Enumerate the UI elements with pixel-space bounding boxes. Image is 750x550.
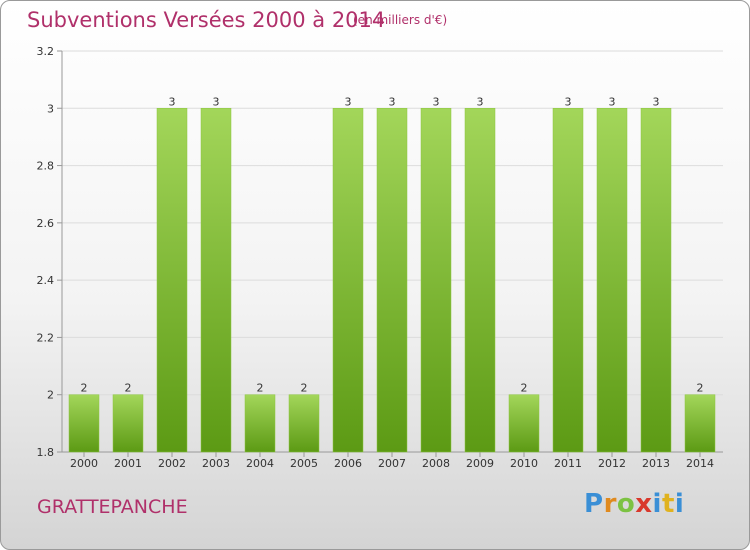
value-label: 3 bbox=[213, 95, 220, 108]
logo-letter: P bbox=[584, 489, 604, 519]
logo-letter: x bbox=[635, 489, 653, 519]
value-label: 2 bbox=[301, 382, 308, 395]
value-label: 3 bbox=[565, 95, 572, 108]
bar bbox=[200, 108, 232, 453]
x-tick-label: 2003 bbox=[202, 457, 230, 470]
value-label: 2 bbox=[521, 382, 528, 395]
x-tick-label: 2008 bbox=[422, 457, 450, 470]
logo-letter: o bbox=[616, 489, 636, 519]
value-label: 2 bbox=[81, 382, 88, 395]
bars bbox=[68, 108, 716, 453]
bar bbox=[596, 108, 628, 453]
chart-subtitle: (en milliers d'€) bbox=[353, 13, 448, 27]
logo-letter: r bbox=[603, 489, 617, 519]
bar bbox=[640, 108, 672, 453]
x-tick-label: 2010 bbox=[510, 457, 538, 470]
value-label: 3 bbox=[609, 95, 616, 108]
bar bbox=[508, 394, 540, 453]
x-tick-label: 2000 bbox=[70, 457, 98, 470]
bar bbox=[156, 108, 188, 453]
x-tick-label: 2001 bbox=[114, 457, 142, 470]
bar bbox=[244, 394, 276, 453]
value-labels: 2 2 3 3 2 2 3 3 3 3 2 3 3 3 2 bbox=[81, 95, 704, 394]
logo-letter: t bbox=[661, 489, 675, 519]
value-label: 3 bbox=[345, 95, 352, 108]
x-tick-label: 2012 bbox=[598, 457, 626, 470]
proxiti-logo: Proxiti bbox=[584, 489, 684, 519]
value-label: 2 bbox=[257, 382, 264, 395]
x-tick-label: 2004 bbox=[246, 457, 274, 470]
value-label: 3 bbox=[433, 95, 440, 108]
y-tick-label: 2.6 bbox=[37, 217, 55, 230]
value-label: 2 bbox=[697, 382, 704, 395]
y-tick-label: 2.8 bbox=[37, 160, 55, 173]
bar bbox=[464, 108, 496, 453]
value-label: 3 bbox=[389, 95, 396, 108]
x-tick-labels: 2000 2001 2002 2003 2004 2005 2006 2007 2008 2009… bbox=[70, 457, 714, 470]
bar bbox=[420, 108, 452, 453]
y-tick-label: 2 bbox=[47, 389, 54, 402]
y-tick-label: 3 bbox=[47, 102, 54, 115]
bar bbox=[376, 108, 408, 453]
x-tick-label: 2007 bbox=[378, 457, 406, 470]
x-tick-label: 2011 bbox=[554, 457, 582, 470]
value-label: 2 bbox=[125, 382, 132, 395]
x-tick-label: 2002 bbox=[158, 457, 186, 470]
bar bbox=[684, 394, 716, 453]
town-name: GRATTEPANCHE bbox=[37, 496, 188, 518]
x-tick-label: 2005 bbox=[290, 457, 318, 470]
y-tick-label: 2.2 bbox=[37, 331, 55, 344]
y-tick-label: 1.8 bbox=[37, 446, 55, 459]
logo-letter: i bbox=[652, 489, 662, 519]
logo-letter: i bbox=[674, 489, 685, 519]
y-tick-label: 3.2 bbox=[37, 45, 55, 58]
bar bbox=[288, 394, 320, 453]
y-tick-labels: 1.8 2 2.2 2.4 2.6 2.8 3 3.2 bbox=[37, 45, 55, 459]
x-tick-label: 2013 bbox=[642, 457, 670, 470]
y-tick-label: 2.4 bbox=[37, 274, 55, 287]
chart-title: Subventions Versées 2000 à 2014 bbox=[27, 8, 386, 32]
x-tick-label: 2006 bbox=[334, 457, 362, 470]
x-tick-label: 2009 bbox=[466, 457, 494, 470]
x-tick-label: 2014 bbox=[686, 457, 714, 470]
bar bbox=[68, 394, 100, 453]
bar bbox=[552, 108, 584, 453]
value-label: 3 bbox=[169, 95, 176, 108]
value-label: 3 bbox=[477, 95, 484, 108]
bar bbox=[332, 108, 364, 453]
bar bbox=[112, 394, 144, 453]
value-label: 3 bbox=[653, 95, 660, 108]
